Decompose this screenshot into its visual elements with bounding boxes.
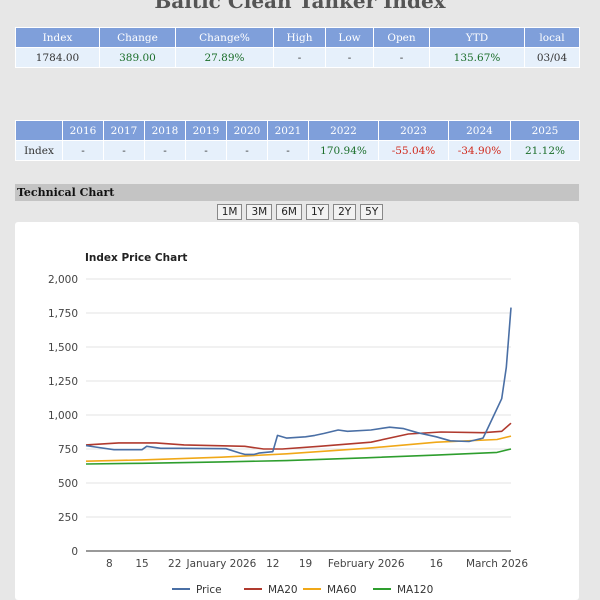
y-tick-label: 0 [71, 546, 78, 558]
x-tick-label: 22 [168, 558, 181, 570]
quote-value-high: - [273, 47, 326, 68]
x-tick-label: 12 [266, 558, 279, 570]
y-tick-label: 500 [58, 478, 78, 490]
quote-header-high: High [273, 27, 326, 48]
yearly-value-2019: - [185, 140, 227, 161]
series-line-ma120 [85, 448, 512, 465]
series-line-ma60 [85, 435, 512, 462]
range-button-3m[interactable]: 3M [246, 204, 273, 220]
y-tick-label: 2,000 [48, 274, 78, 286]
yearly-value-2020: - [226, 140, 268, 161]
yearly-header-2018: 2018 [144, 120, 186, 141]
yearly-value-row: Index - - - - - - 170.94% -55.04% -34.90… [15, 140, 580, 161]
x-tick-label: 8 [106, 558, 113, 570]
yearly-header-2022: 2022 [308, 120, 379, 141]
x-tick-label: January 2026 [186, 558, 257, 570]
quote-value-local: 03/04 [524, 47, 580, 68]
x-axis: 8 15 22 January 2026 12 19 February 2026 16 Marc… [106, 558, 528, 570]
y-axis: 0 250 500 750 1,000 1,250 1,500 1,750 2,000 [48, 274, 78, 558]
legend-label-ma120: MA120 [397, 584, 433, 596]
yearly-value-2018: - [144, 140, 186, 161]
chart-grid [86, 278, 511, 552]
quote-value-row: 1784.00 389.00 27.89% - - - 135.67% 03/0… [15, 47, 580, 68]
yearly-header-2021: 2021 [267, 120, 309, 141]
yearly-value-2021: - [267, 140, 309, 161]
x-tick-label: 19 [299, 558, 312, 570]
range-button-5y[interactable]: 5Y [360, 204, 384, 220]
range-button-1y[interactable]: 1Y [305, 204, 330, 220]
yearly-header-blank [15, 120, 63, 141]
y-tick-label: 1,500 [48, 342, 78, 354]
x-tick-label: 16 [430, 558, 444, 570]
quote-value-open: - [373, 47, 430, 68]
quote-table: Index Change Change% High Low Open YTD l… [15, 27, 580, 68]
quote-value-ytd: 135.67% [429, 47, 525, 68]
range-button-group: 1M 3M 6M 1Y 2Y 5Y [0, 204, 600, 220]
quote-value-low: - [325, 47, 374, 68]
price-chart: Index Price Chart 0 250 500 750 1,000 1,250 1,… [48, 252, 528, 596]
y-tick-label: 250 [58, 512, 78, 524]
quote-header-ytd: YTD [429, 27, 525, 48]
chart-legend: Price MA20 MA60 MA120 [172, 584, 433, 596]
x-tick-label: 15 [135, 558, 148, 570]
y-tick-label: 1,000 [48, 410, 78, 422]
yearly-header-2020: 2020 [226, 120, 268, 141]
series-lines [85, 307, 512, 465]
range-button-1m[interactable]: 1M [216, 204, 243, 220]
yearly-header-2016: 2016 [62, 120, 104, 141]
yearly-value-2023: -55.04% [378, 140, 449, 161]
x-tick-label: March 2026 [466, 558, 528, 570]
y-tick-label: 1,750 [48, 308, 78, 320]
quote-value-change-percent: 27.89% [175, 47, 274, 68]
yearly-header-2019: 2019 [185, 120, 227, 141]
quote-header-change-percent: Change% [175, 27, 274, 48]
x-tick-label: February 2026 [328, 558, 405, 570]
technical-chart-header: Technical Chart [15, 184, 579, 201]
series-line-price [85, 307, 512, 456]
series-line-ma20 [85, 422, 512, 450]
yearly-header-2025: 2025 [510, 120, 580, 141]
quote-header-change: Change [99, 27, 176, 48]
y-tick-label: 1,250 [48, 376, 78, 388]
legend-label-ma20: MA20 [268, 584, 298, 596]
quote-header-low: Low [325, 27, 374, 48]
yearly-header-2017: 2017 [103, 120, 145, 141]
quote-header-open: Open [373, 27, 430, 48]
legend-label-price: Price [196, 584, 222, 596]
yearly-value-2024: -34.90% [448, 140, 511, 161]
yearly-header-2023: 2023 [378, 120, 449, 141]
yearly-value-2016: - [62, 140, 104, 161]
quote-value-change: 389.00 [99, 47, 176, 68]
range-button-2y[interactable]: 2Y [333, 204, 357, 220]
yearly-value-2025: 21.12% [510, 140, 580, 161]
yearly-row-label: Index [15, 140, 63, 161]
yearly-value-2017: - [103, 140, 145, 161]
chart-panel: Index Price Chart 0 250 500 750 1,000 1,250 1,… [15, 222, 579, 600]
chart-title: Index Price Chart [85, 252, 187, 264]
y-tick-label: 750 [58, 444, 78, 456]
quote-header-row: Index Change Change% High Low Open YTD l… [15, 27, 580, 48]
quote-header-local: local [524, 27, 580, 48]
yearly-value-2022: 170.94% [308, 140, 379, 161]
legend-label-ma60: MA60 [327, 584, 357, 596]
range-button-6m[interactable]: 6M [276, 204, 302, 220]
yearly-header-2024: 2024 [448, 120, 511, 141]
yearly-header-row: 2016 2017 2018 2019 2020 2021 2022 2023 … [15, 120, 580, 141]
quote-value-index: 1784.00 [15, 47, 100, 68]
quote-header-index: Index [15, 27, 100, 48]
yearly-table: 2016 2017 2018 2019 2020 2021 2022 2023 … [15, 120, 580, 161]
page-title: Baltic Clean Tanker Index [154, 0, 446, 13]
